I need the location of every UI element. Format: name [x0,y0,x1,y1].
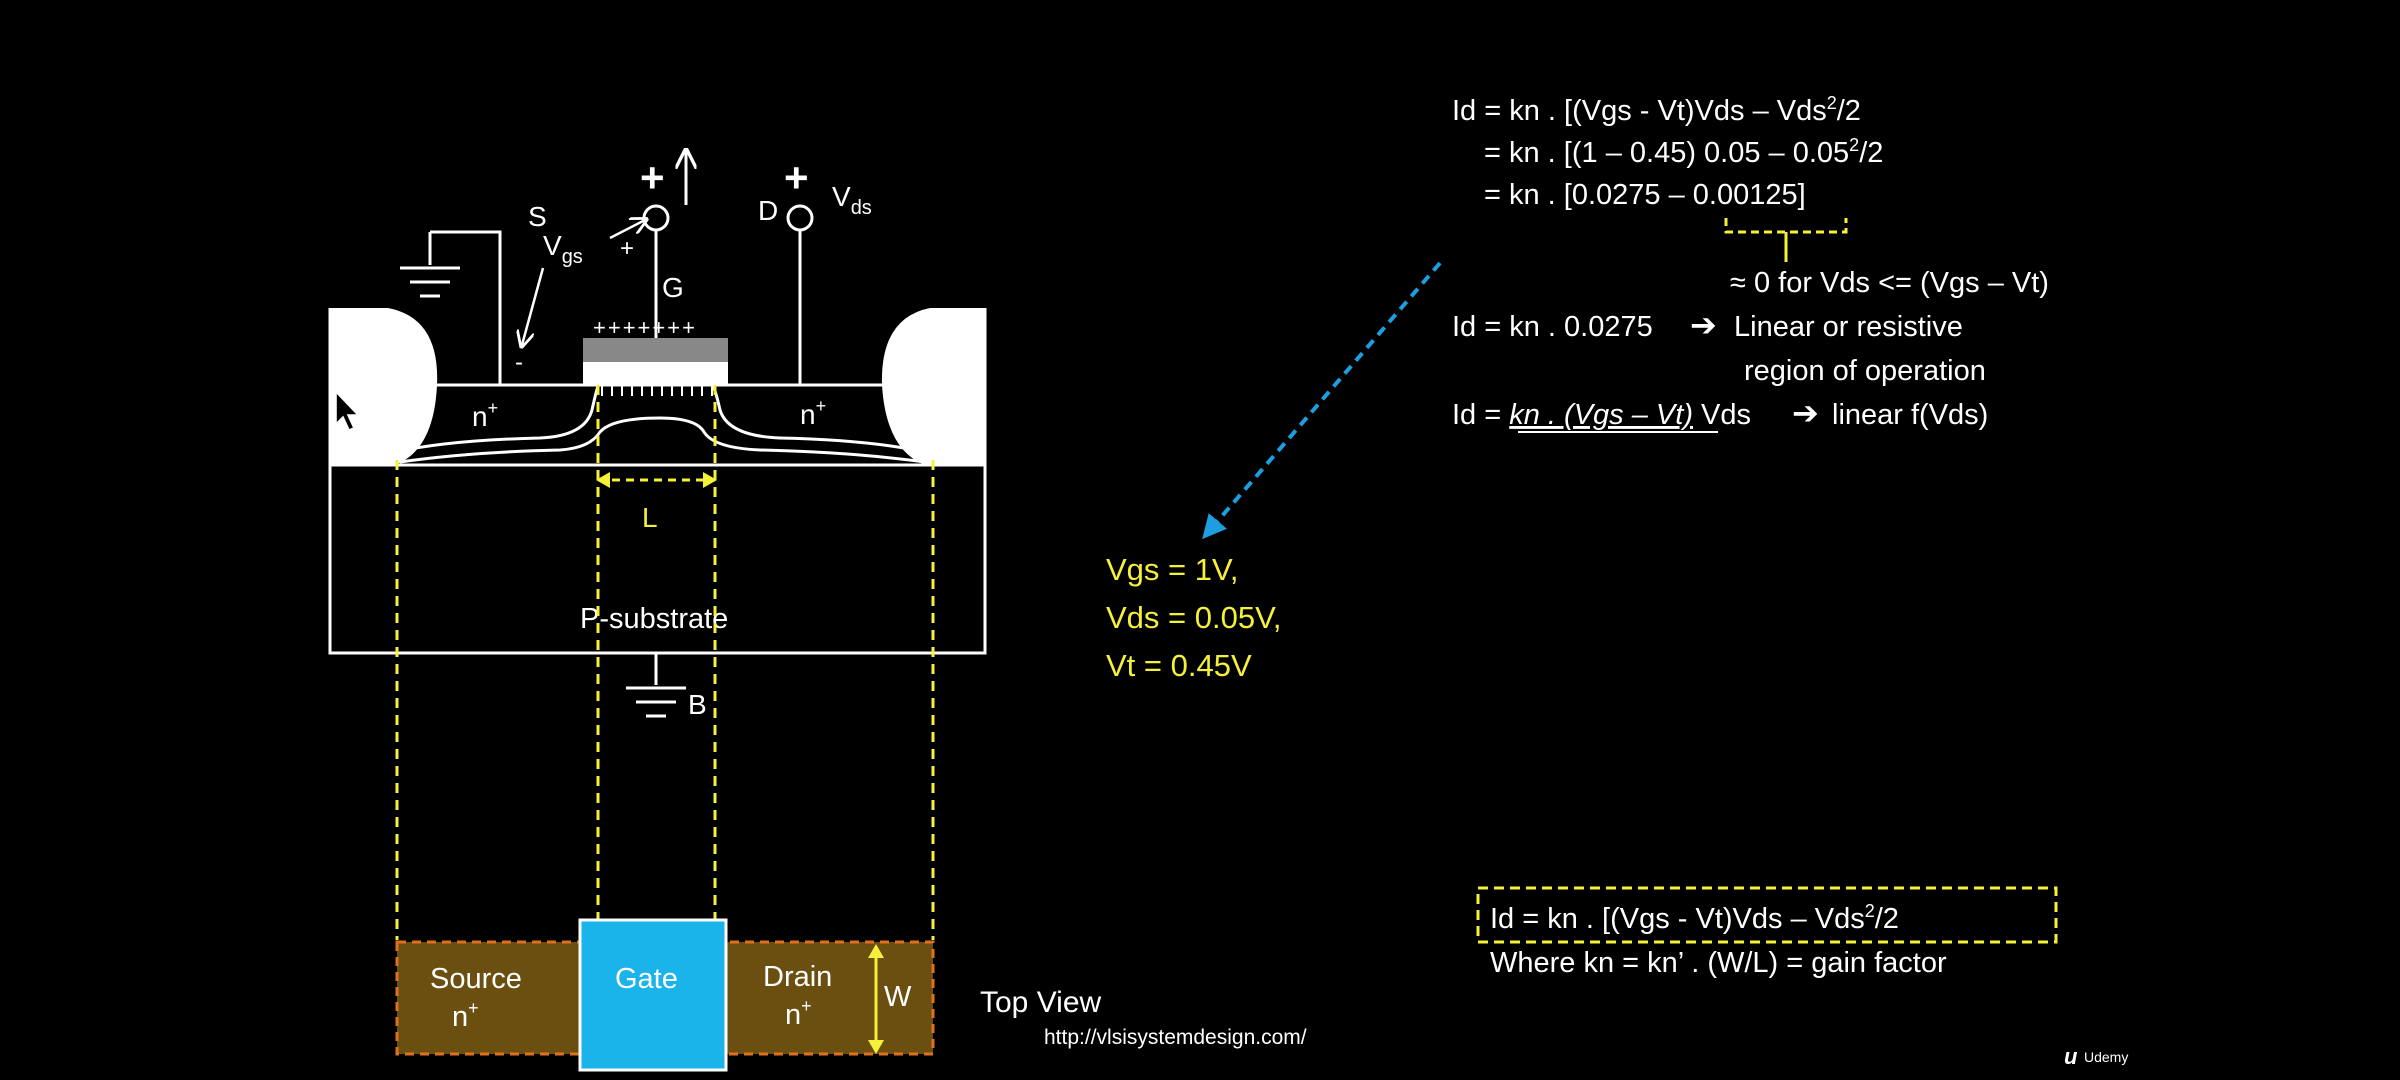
body-terminal-label: B [688,689,707,720]
udemy-watermark: u Udemy [2064,1044,2128,1069]
gate-top [578,918,728,1072]
length-arrowhead-right [703,472,717,488]
source-terminal-label: S [528,201,547,232]
vds-label: Vds [832,181,872,219]
given-vt: Vt = 0.45V [1106,648,1252,683]
drain-diffusion-boundary [711,385,926,454]
substrate-label: P-substrate [580,603,728,635]
small-term-bracket [1724,218,1848,234]
approx-zero-note: ≈ 0 for Vds <= (Vgs – Vt) [1730,267,2049,299]
summary-box: Id = kn . [(Vgs - Vt)Vds – Vds2/2 Where … [1476,886,2058,979]
givens-pointer-arrow [1202,261,1442,540]
body-ground-icon [626,686,686,718]
gate-top-label: Gate [615,963,678,995]
website-url: http://vlsisystemdesign.com/ [1044,1026,1307,1049]
gate-terminal-label: G [662,272,684,303]
channel-charges [601,386,713,396]
source-nplus-label: n+ [472,398,498,432]
drain-top-label: Drain [763,961,832,993]
equation-line-2: = kn . [(1 – 0.45) 0.05 – 0.052/2 [1484,135,1883,169]
source-diffusion-top [395,940,599,1056]
vgs-arrow-to-source [522,267,545,345]
arrow-icon: ➔ [1792,395,1819,431]
given-vgs: Vgs = 1V, [1106,552,1238,587]
equation-line-1: Id = kn . [(Vgs - Vt)Vds – Vds2/2 [1452,93,1861,127]
gain-factor-definition: Where kn = kn’ . (W/L) = gain factor [1490,947,1947,979]
equation-line-4: Id = kn . 0.0275 [1452,311,1653,343]
source-top-nplus: n+ [452,998,479,1033]
given-vds: Vds = 0.05V, [1106,600,1282,635]
length-arrowhead-left [596,472,610,488]
field-oxide-right [881,308,985,465]
mosfet-cross-section: +++++++ S G + Vgs + - + D Vds n+ n+ [328,152,987,720]
linear-region-label: Linear or resistive [1734,311,1963,343]
drain-top-nplus: n+ [785,996,812,1031]
source-wire [430,230,502,385]
source-top-label: Source [430,963,522,995]
field-oxide-left [330,308,438,465]
vgs-minus-sign: - [515,349,523,376]
width-arrowhead-top [868,944,884,958]
gate-poly [583,362,728,384]
drain-terminal-node [786,204,814,232]
top-view-caption: Top View [980,986,1102,1019]
drain-terminal-label: D [758,195,778,226]
arrow-icon: ➔ [1690,307,1717,343]
summary-box-border [1476,886,2058,944]
depletion-boundary [399,416,926,464]
gate-terminal-node [642,204,670,232]
mouse-cursor-icon [335,390,360,432]
drain-nplus-label: n+ [800,396,826,430]
top-view: Source n+ Gate Drain n+ W Top View [395,918,1102,1072]
equation-line-3: = kn . [0.0275 – 0.00125] [1484,179,1806,211]
equation-line-5: Id = kn . (Vgs – Vt) Vds [1452,399,1751,431]
source-diffusion-boundary [394,385,600,454]
channel-length-label: L [642,502,658,533]
vgs-plus-sign: + [620,235,634,262]
vgs-arrow-to-gate [609,220,645,240]
drain-plus-sign: + [784,154,809,201]
udemy-logo-icon: u [2064,1044,2078,1069]
region-operation-label: region of operation [1744,355,1986,387]
gate-charges-label: +++++++ [593,315,697,340]
summary-equation: Id = kn . [(Vgs - Vt)Vds – Vds2/2 [1490,901,1899,935]
equation-block: Id = kn . [(Vgs - Vt)Vds – Vds2/2 = kn .… [1452,93,2049,433]
ground-icon [400,266,460,298]
gate-oxide [583,338,728,364]
linear-function-label: linear f(Vds) [1832,399,1988,431]
projection-lines [395,385,935,940]
vgs-label: Vgs [543,230,583,268]
width-arrowhead-bottom [868,1040,884,1054]
width-label: W [884,981,912,1013]
gate-plus-sign: + [640,154,665,201]
given-values: Vgs = 1V, Vds = 0.05V, Vt = 0.45V [1106,552,1282,683]
udemy-wordmark: Udemy [2084,1049,2128,1065]
